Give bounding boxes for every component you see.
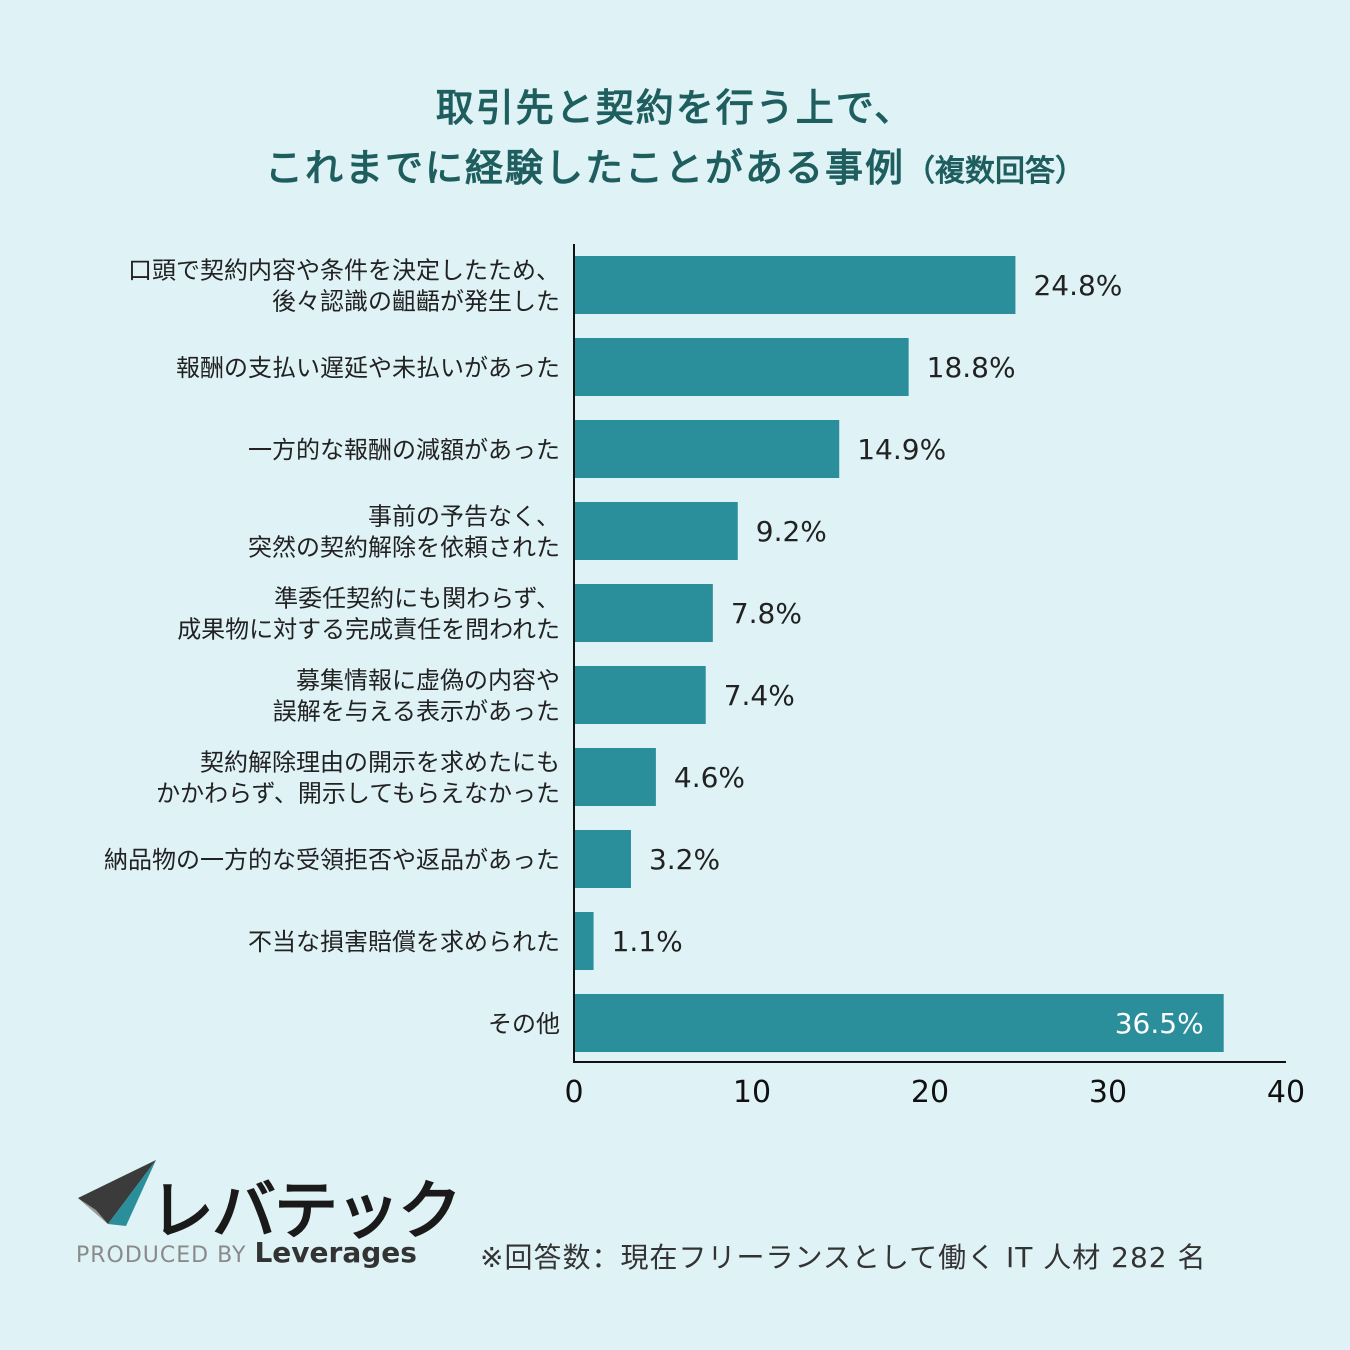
title-line-2-main: これまでに経験したことがある事例 <box>264 146 905 190</box>
bar-4 <box>574 502 738 560</box>
bar-3 <box>574 420 840 478</box>
bar-10 <box>574 994 1224 1052</box>
x-tick-label-10: 10 <box>733 1075 771 1110</box>
x-tick-label-20: 20 <box>911 1075 949 1110</box>
value-label-5: 7.8% <box>731 597 802 630</box>
title-line-2-sub: （複数回答） <box>905 154 1085 189</box>
value-label-4: 9.2% <box>756 515 827 548</box>
bar-9 <box>574 912 594 970</box>
category-label-8-line-1: 納品物の一方的な受領拒否や返品があった <box>104 846 560 874</box>
value-label-1: 24.8% <box>1033 269 1122 302</box>
levtech-logo-icon <box>78 1160 156 1226</box>
produced-by: PRODUCED BY Leverages <box>76 1236 417 1269</box>
category-label-3-line-1: 一方的な報酬の減額があった <box>248 436 560 464</box>
x-tick-label-0: 0 <box>564 1075 583 1110</box>
bar-8 <box>574 830 631 888</box>
value-label-8: 3.2% <box>649 843 720 876</box>
title-line-2: これまでに経験したことがある事例（複数回答） <box>0 138 1350 202</box>
bar-7 <box>574 748 656 806</box>
category-label-1-line-2: 後々認識の齟齬が発生した <box>272 288 560 316</box>
category-label-4-line-1: 事前の予告なく、 <box>368 503 560 531</box>
company-name: Leverages <box>254 1236 417 1269</box>
category-label-1-line-1: 口頭で契約内容や条件を決定したため、 <box>128 257 560 285</box>
value-label-10: 36.5% <box>1115 1007 1204 1040</box>
chart-title: 取引先と契約を行う上で、 これまでに経験したことがある事例（複数回答） <box>0 78 1350 202</box>
x-tick-label-30: 30 <box>1089 1075 1127 1110</box>
logo-name: レバテック <box>150 1175 462 1249</box>
value-label-2: 18.8% <box>927 351 1016 384</box>
value-label-6: 7.4% <box>724 679 795 712</box>
category-label-4-line-2: 突然の契約解除を依頼された <box>248 534 560 562</box>
category-label-6-line-2: 誤解を与える表示があった <box>273 698 560 726</box>
value-label-3: 14.9% <box>857 433 946 466</box>
bar-5 <box>574 584 713 642</box>
bar-1 <box>574 256 1016 314</box>
value-label-9: 1.1% <box>612 925 683 958</box>
category-label-7-line-2: かかわらず、開示してもらえなかった <box>156 780 560 808</box>
category-label-10-line-1: その他 <box>488 1010 560 1038</box>
footnote: ※回答数：現在フリーランスとして働く IT 人材 282 名 <box>480 1241 1207 1274</box>
category-label-5-line-1: 準委任契約にも関わらず、 <box>274 585 560 613</box>
bar-2 <box>574 338 909 396</box>
category-label-6-line-1: 募集情報に虚偽の内容や <box>296 667 560 695</box>
x-tick-label-40: 40 <box>1267 1075 1305 1110</box>
category-label-2-line-1: 報酬の支払い遅延や未払いがあった <box>176 354 560 382</box>
produced-by-label: PRODUCED BY <box>76 1243 247 1268</box>
category-label-7-line-1: 契約解除理由の開示を求めたにも <box>200 749 560 777</box>
bar-6 <box>574 666 706 724</box>
category-label-9-line-1: 不当な損害賠償を求められた <box>248 928 560 956</box>
title-line-1: 取引先と契約を行う上で、 <box>435 86 915 130</box>
category-label-5-line-2: 成果物に対する完成責任を問われた <box>177 616 560 644</box>
bar-chart: 24.8% 口頭で契約内容や条件を決定したため、後々認識の齟齬が発生した 18.8%… <box>104 244 1305 1110</box>
value-label-7: 4.6% <box>674 761 745 794</box>
